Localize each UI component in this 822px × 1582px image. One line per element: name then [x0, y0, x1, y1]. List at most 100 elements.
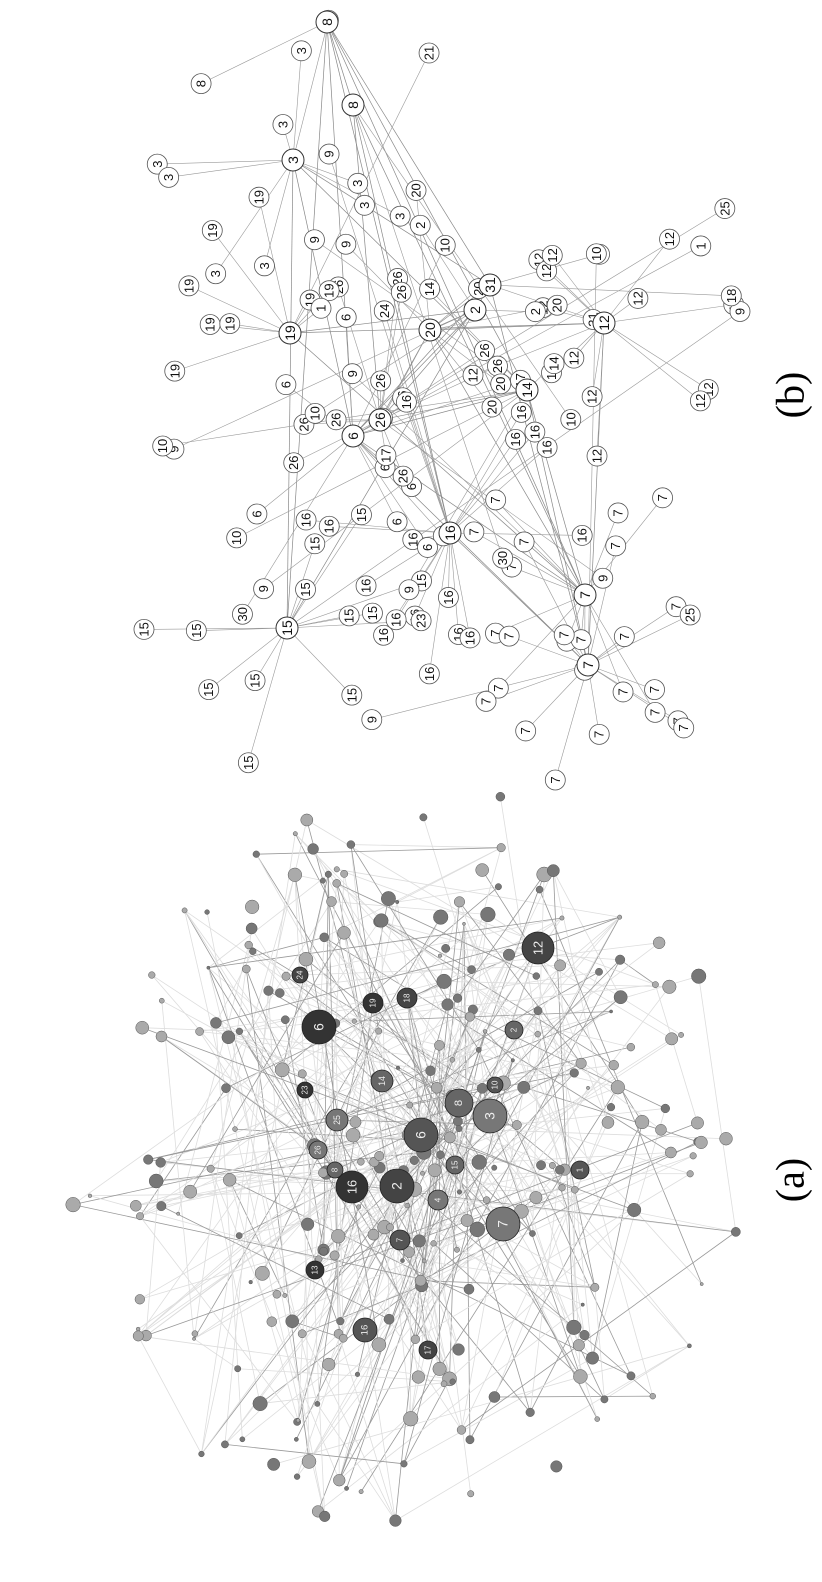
node — [535, 885, 544, 894]
node — [305, 1260, 325, 1280]
node-label: 10 — [155, 439, 170, 453]
edge — [326, 21, 586, 596]
node — [281, 148, 305, 172]
node — [605, 535, 627, 557]
node — [417, 537, 438, 558]
node-label: 3 — [161, 174, 176, 181]
edge — [473, 531, 586, 596]
node — [510, 401, 532, 423]
node — [627, 1202, 642, 1217]
node — [332, 879, 341, 888]
node-label: 7 — [557, 631, 572, 638]
node — [349, 1116, 362, 1129]
node — [679, 604, 701, 626]
node-label: 12 — [531, 941, 546, 955]
edge — [137, 1169, 336, 1337]
edge — [352, 245, 446, 437]
node — [396, 987, 418, 1009]
edge — [256, 847, 502, 855]
node-label: 8 — [345, 101, 361, 109]
node-label: 2 — [510, 1027, 519, 1032]
node — [249, 947, 257, 955]
edge — [429, 532, 451, 674]
edge — [161, 1036, 315, 1147]
node-label: 16 — [376, 628, 391, 642]
edge — [603, 322, 701, 402]
node — [418, 1340, 438, 1360]
node — [398, 579, 420, 601]
edge — [584, 512, 619, 596]
edge — [463, 923, 471, 1440]
node — [475, 863, 489, 877]
edge — [301, 1073, 310, 1462]
node-label: 8 — [453, 1100, 465, 1106]
node — [390, 281, 412, 303]
node — [449, 1378, 456, 1385]
node-label: 12 — [466, 368, 481, 382]
node-label: 7 — [676, 724, 691, 731]
node — [318, 280, 340, 302]
node — [418, 663, 440, 685]
node — [427, 1163, 442, 1178]
node — [414, 1274, 427, 1287]
node — [254, 1265, 270, 1281]
edge — [372, 1002, 533, 1234]
node-label: 16 — [360, 1325, 371, 1336]
node — [301, 1454, 317, 1469]
node-label: 9 — [733, 308, 748, 315]
node — [438, 521, 462, 545]
node — [301, 1009, 337, 1045]
node — [282, 1293, 288, 1298]
node — [275, 616, 299, 640]
node — [274, 1062, 290, 1078]
edge — [619, 959, 656, 985]
edge — [229, 1179, 299, 1421]
node — [462, 922, 466, 926]
edge — [456, 1249, 583, 1306]
node — [686, 1170, 694, 1178]
node-label: 15 — [342, 609, 357, 623]
node-label: 20 — [484, 400, 499, 414]
node — [434, 1040, 445, 1051]
node — [244, 670, 266, 691]
node — [352, 1317, 378, 1343]
node-label: 3 — [285, 156, 301, 164]
edge — [312, 848, 598, 1420]
node — [395, 1065, 401, 1070]
node — [319, 1246, 328, 1256]
node — [148, 971, 156, 979]
node — [304, 533, 326, 555]
node — [326, 896, 337, 907]
edge — [414, 532, 451, 617]
node — [440, 1380, 448, 1388]
node — [134, 1294, 145, 1305]
edge — [160, 1076, 377, 1163]
node-label: 19 — [205, 223, 220, 237]
node — [678, 1032, 684, 1038]
node — [655, 1124, 667, 1136]
node — [434, 234, 456, 256]
edge — [286, 917, 563, 977]
edge — [511, 566, 586, 596]
node — [219, 313, 241, 335]
edge — [449, 532, 471, 639]
node — [494, 883, 502, 891]
node-label: 6 — [414, 1131, 429, 1139]
node — [665, 1032, 679, 1046]
node-label: 8 — [319, 18, 335, 26]
node — [370, 1069, 394, 1093]
node — [347, 172, 369, 194]
node — [210, 1017, 222, 1029]
node — [609, 1009, 613, 1014]
edge — [314, 901, 398, 1271]
node-label: 12 — [596, 315, 612, 331]
edge — [421, 1285, 454, 1382]
node-label: 26 — [314, 1145, 323, 1154]
node — [498, 625, 520, 647]
node — [335, 1170, 369, 1204]
caption-b: (b) — [768, 372, 813, 419]
edge — [403, 916, 620, 1171]
node — [248, 186, 270, 208]
node — [307, 843, 319, 855]
edge — [420, 916, 621, 1281]
